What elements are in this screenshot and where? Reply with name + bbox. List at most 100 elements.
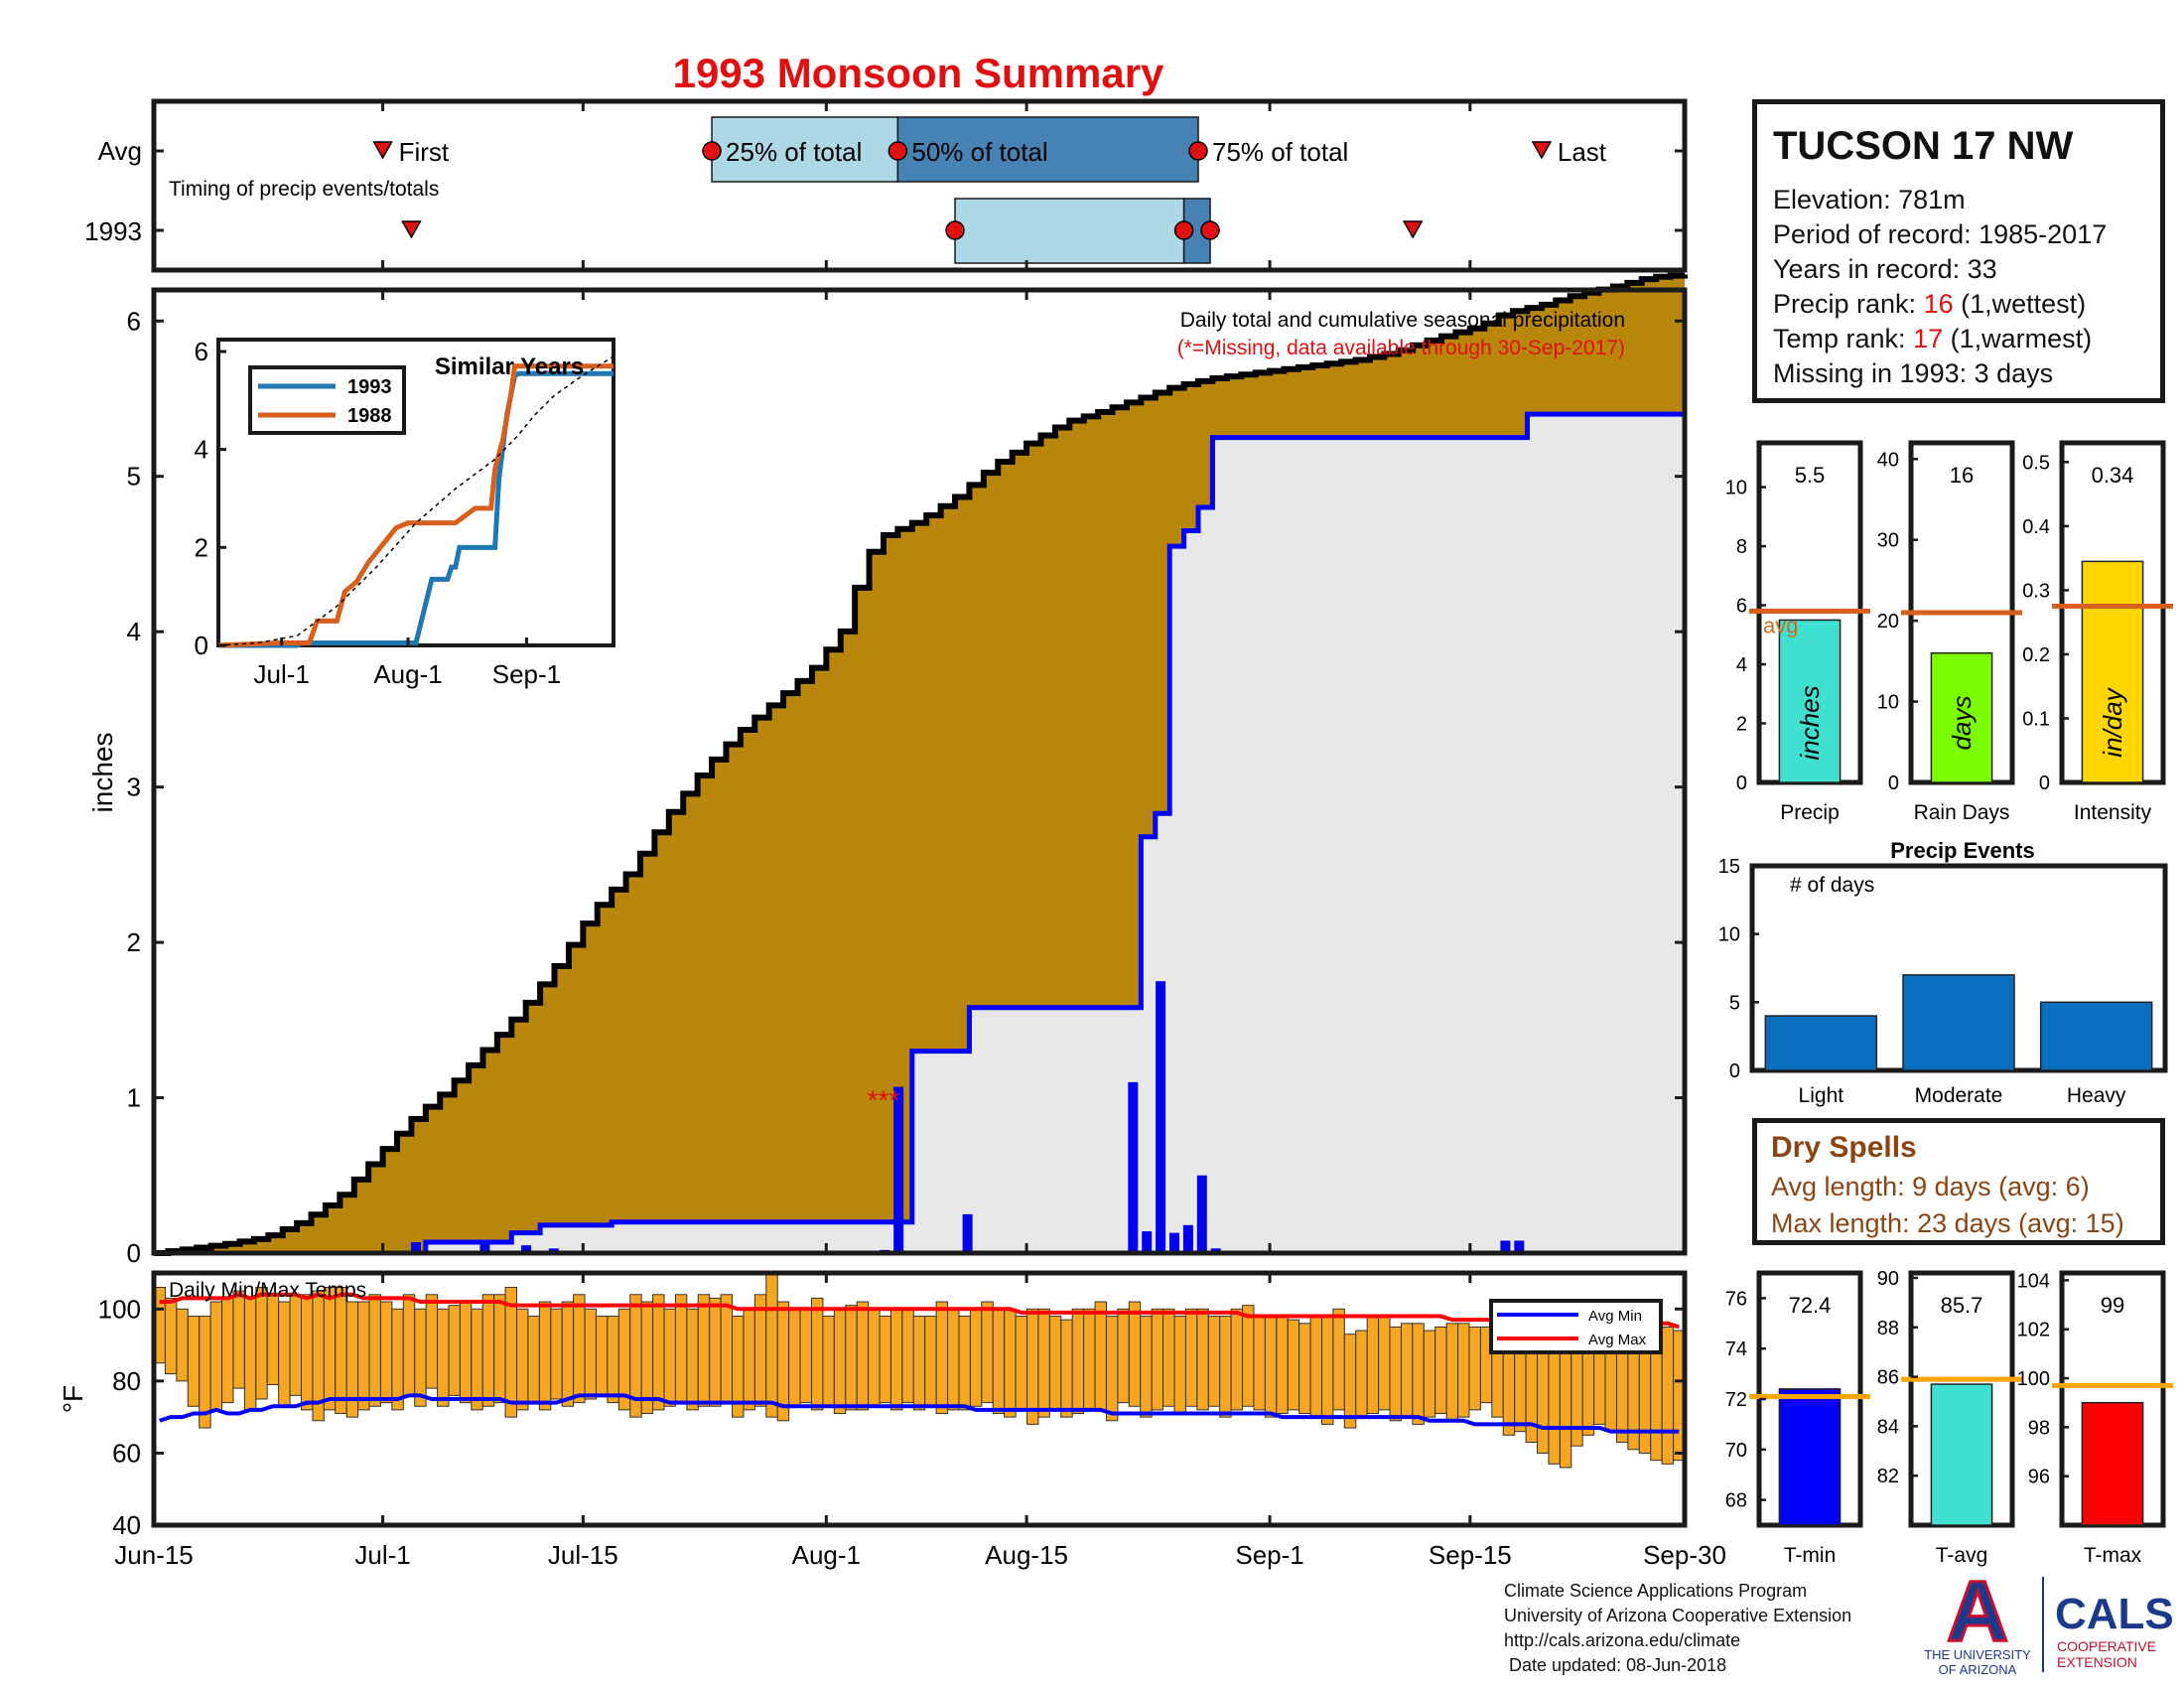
timing-first-label: First: [399, 137, 450, 167]
mini-chart-tick-label: 0.5: [2022, 452, 2050, 474]
daily-precip-bar: [1128, 1081, 1139, 1253]
daily-precip-bar: [1196, 1175, 1207, 1253]
inset-axes: 0 2 4 6 Jul-1 Aug-1 Sep-1: [195, 337, 562, 689]
y-tick-label: 4: [127, 617, 141, 646]
temp-range-bar: [1219, 1316, 1232, 1418]
y-tick-label: 2: [127, 927, 141, 957]
temp-range-bar: [471, 1308, 483, 1411]
mini-chart-tick-label: 74: [1725, 1338, 1747, 1360]
timing-dot-marker: [887, 141, 908, 161]
temp-range-bar: [1343, 1334, 1357, 1429]
mini-chart-tick-label: 88: [1877, 1318, 1899, 1339]
timing-dot-marker: [1173, 220, 1194, 240]
temp-range-bar: [221, 1297, 234, 1404]
temp-range-bar: [527, 1316, 540, 1404]
temp-range-bar: [674, 1294, 688, 1404]
timing-dot-marker: [1188, 141, 1208, 161]
mini-chart-tick-label: 68: [1725, 1490, 1747, 1512]
dry-spells-avg: Avg length: 9 days (avg: 6): [1771, 1172, 2090, 1201]
temp-range-bar: [1105, 1316, 1119, 1422]
temp-range-bar: [379, 1301, 393, 1404]
temp-range-bar: [1309, 1316, 1322, 1418]
x-tick-label: Jul-1: [354, 1540, 410, 1570]
temp-range-bar: [243, 1297, 257, 1411]
temp-range-bar: [663, 1308, 676, 1407]
mini-chart-tick-label: 84: [1877, 1416, 1899, 1438]
mini-chart-tick-label: 82: [1877, 1466, 1899, 1487]
precip-events-title: Precip Events: [1890, 838, 2035, 863]
temp-y-tick-label: 100: [98, 1294, 141, 1324]
x-tick-label: Jun-15: [114, 1540, 194, 1570]
y-tick-label: 0: [127, 1238, 141, 1268]
mini-chart-tick-label: 20: [1877, 611, 1899, 633]
precip-events-tick-label: 0: [1729, 1060, 1740, 1082]
temp-range-bar: [868, 1308, 881, 1407]
temp-range-bar: [1253, 1316, 1266, 1411]
temp-range-bar: [437, 1308, 450, 1407]
station-precip-rank: Precip rank: 16 (1,wettest): [1773, 287, 2144, 322]
precip-panel: 0 1 2 3 4 5 6 inches Daily total and cumulativ…: [87, 101, 1688, 1268]
precip-events-bars: Light Moderate Heavy 0 5 10 15: [1718, 856, 2153, 1107]
mini-chart-bar: [1778, 619, 1842, 783]
temp-range-bar: [1264, 1316, 1278, 1418]
footer-line-3: http://cals.arizona.edu/climate: [1504, 1630, 1741, 1650]
temp-range-bar: [187, 1316, 201, 1407]
figure-title: 1993 Monsoon Summary: [673, 50, 1164, 96]
mini-chart-intensity: 0.34 0 0.1 0.2 0.3 0.4 0.5 Intensity in/day: [2022, 440, 2173, 824]
mini-chart-tick-label: 40: [1877, 449, 1899, 471]
temp-range-bar: [686, 1308, 699, 1411]
timing-row-label-avg: Avg: [98, 136, 142, 166]
temp-range-bar: [1332, 1308, 1345, 1411]
temp-range-bar: [799, 1308, 812, 1404]
temp-range-bar: [1276, 1316, 1289, 1415]
precip-events-category: Light: [1799, 1084, 1844, 1107]
station-info-box: TUCSON 17 NW Elevation: 781m Period of r…: [1752, 99, 2165, 403]
mini-chart-title: Intensity: [2074, 801, 2152, 824]
timing-dot-marker: [702, 141, 722, 161]
footer-line-4: Date updated: 08-Jun-2018: [1504, 1655, 1727, 1675]
mini-chart-tick-label: 4: [1736, 654, 1747, 676]
daily-precip-bar: [1182, 1224, 1193, 1253]
daily-precip-bar: [1156, 981, 1166, 1253]
date-x-axis: Jun-15 Jul-1 Jul-15 Aug-1 Aug-15 Sep-1 Sep-15 S…: [114, 1273, 1726, 1570]
temp-range-bar: [1117, 1308, 1130, 1404]
mini-chart-value: 72.4: [1789, 1293, 1832, 1318]
dry-spells-title: Dry Spells: [1771, 1131, 1917, 1164]
temp-range-bar: [1083, 1308, 1096, 1411]
precip-rank-prefix: Precip rank:: [1773, 289, 1924, 319]
mini-chart-tick-label: 10: [1725, 478, 1747, 499]
temp-rank-suffix: (1,warmest): [1943, 324, 2093, 353]
avg-25-50-box: [711, 116, 899, 183]
timing-dot-marker: [1200, 220, 1220, 240]
station-missing: Missing in 1993: 3 days: [1773, 358, 2054, 388]
temp-range-bar: [652, 1294, 665, 1411]
temp-range-bar: [765, 1272, 778, 1418]
y-tick-label: 6: [127, 306, 141, 336]
inset-legend-1988: 1988: [347, 405, 392, 427]
temp-range-bar: [209, 1301, 223, 1411]
cals-logo: CALS COOPERATIVE EXTENSION: [2055, 1590, 2174, 1670]
timing-triangle-marker: [401, 220, 422, 239]
precip-chart-subtitle: (*=Missing, data available through 30-Se…: [1177, 337, 1625, 359]
temp-y-tick-label: 80: [112, 1366, 141, 1396]
x-tick-label: Sep-30: [1643, 1540, 1726, 1570]
temp-range-bar: [538, 1301, 552, 1411]
temp-range-bar: [720, 1294, 734, 1404]
mini-chart-avg-label: avg: [1763, 614, 1798, 638]
precip-events-tick-label: 15: [1718, 856, 1740, 878]
daily-precip-bar: [893, 1086, 904, 1253]
precip-y-axis: 0 1 2 3 4 5 6: [127, 101, 1687, 1268]
station-temp-rank: Temp rank: 17 (1,warmest): [1773, 322, 2144, 356]
timing-triangle-marker: [372, 141, 393, 160]
mini-chart-value: 16: [1950, 463, 1974, 488]
temp-range-bar: [1242, 1305, 1255, 1407]
mini-chart-title: T-max: [2084, 1544, 2142, 1567]
dry-spells-max: Max length: 23 days (avg: 15): [1771, 1208, 2124, 1238]
temp-range-bar: [425, 1294, 439, 1389]
timing-marks: [372, 141, 1553, 240]
cumulative-average-cover: [154, 414, 1685, 1254]
precip-events-bar: [2039, 1001, 2153, 1071]
inset-legend-box: [248, 365, 406, 435]
temp-range-bar: [561, 1301, 575, 1407]
mini-chart-tick-label: 104: [2017, 1270, 2050, 1292]
